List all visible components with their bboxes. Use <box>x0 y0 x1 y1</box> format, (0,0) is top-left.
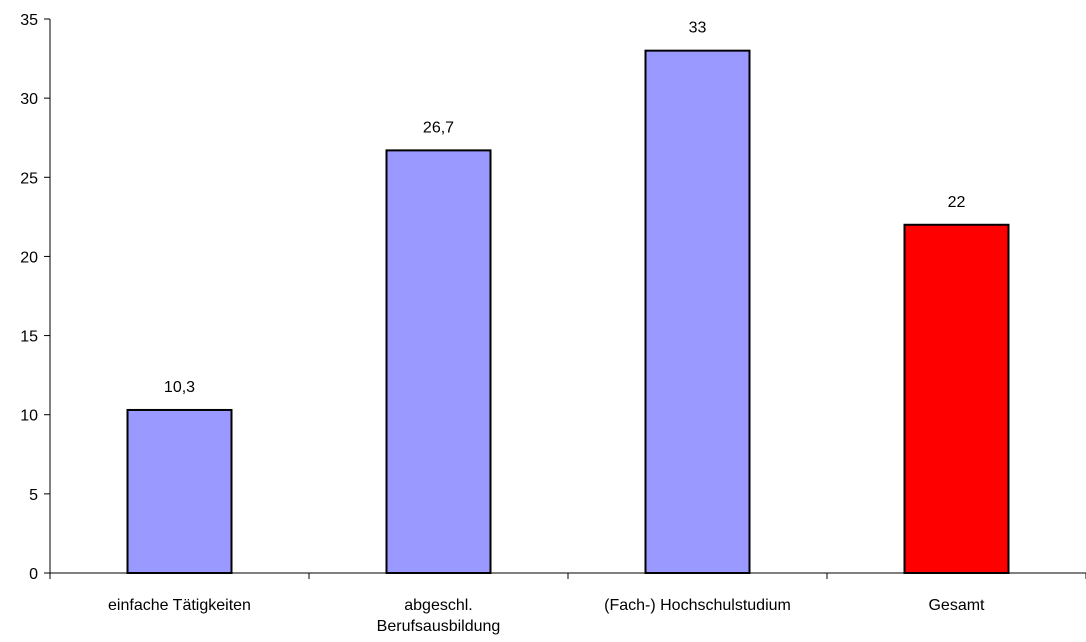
x-axis: einfache Tätigkeiten abgeschl. Berufsausbi… <box>49 572 1086 635</box>
y-tick-label: 20 <box>20 249 38 266</box>
y-tick-label: 35 <box>20 12 38 29</box>
bar <box>126 408 233 575</box>
data-labels: 10,3 26,7 33 22 <box>164 20 966 396</box>
y-tick-label: 30 <box>20 91 38 108</box>
bar-value-label: 10,3 <box>164 379 195 396</box>
x-category-label: abgeschl. <box>404 597 473 614</box>
y-tick-label: 5 <box>29 487 38 504</box>
y-tick-label: 25 <box>20 170 38 187</box>
x-category-label: einfache Tätigkeiten <box>108 597 251 614</box>
bars <box>126 49 1010 575</box>
bar-value-label: 22 <box>948 194 966 211</box>
bar <box>385 149 492 574</box>
bar-value-label: 33 <box>689 20 707 37</box>
y-tick-label: 0 <box>29 566 38 583</box>
bar-value-label: 26,7 <box>423 119 454 136</box>
bar <box>903 223 1010 574</box>
y-tick-label: 10 <box>20 408 38 425</box>
y-tick-label: 15 <box>20 329 38 346</box>
y-axis: 0 5 10 15 20 25 30 35 <box>20 12 51 583</box>
bar <box>644 49 751 574</box>
x-category-label: Gesamt <box>928 597 985 614</box>
x-category-label: (Fach-) Hochschulstudium <box>604 597 791 614</box>
x-category-label: Berufsausbildung <box>377 618 501 635</box>
